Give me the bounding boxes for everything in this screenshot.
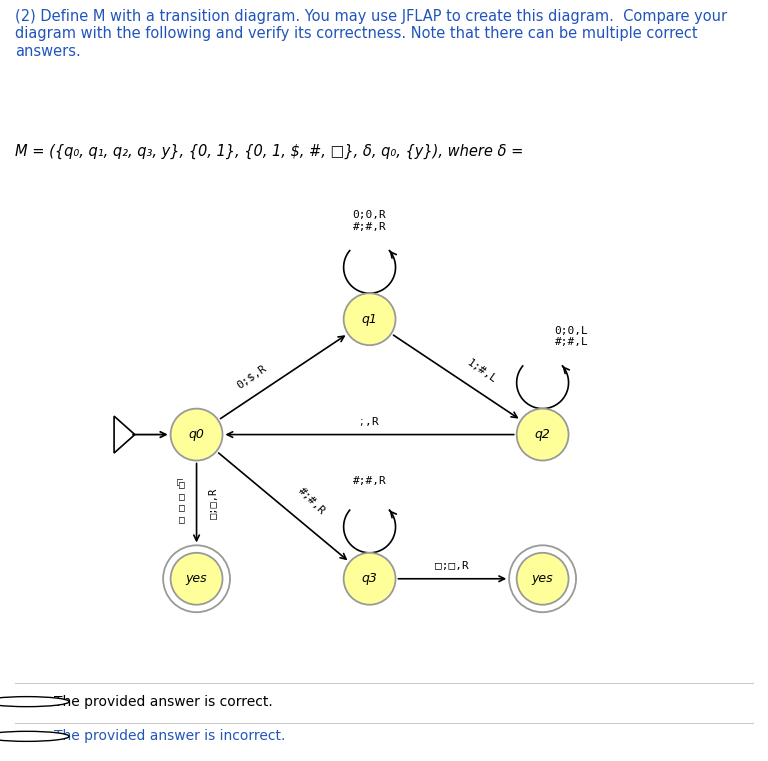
Text: The provided answer is correct.: The provided answer is correct. bbox=[54, 695, 273, 708]
Circle shape bbox=[517, 552, 568, 605]
Text: #;#,R: #;#,R bbox=[296, 486, 327, 517]
Text: 0;$,R: 0;$,R bbox=[235, 363, 268, 390]
Text: #;#,R: #;#,R bbox=[353, 476, 386, 486]
Text: q1: q1 bbox=[362, 313, 378, 326]
Circle shape bbox=[0, 696, 69, 707]
Text: □
□
□
□: □ □ □ □ bbox=[179, 480, 185, 525]
Text: M = ({q₀, q₁, q₂, q₃, y}, {0, 1}, {0, 1, $, #, □}, δ, q₀, {y}), where δ =: M = ({q₀, q₁, q₂, q₃, y}, {0, 1}, {0, 1,… bbox=[15, 144, 524, 159]
Text: q2: q2 bbox=[535, 428, 551, 441]
Circle shape bbox=[343, 293, 396, 345]
Text: □: □ bbox=[177, 478, 184, 488]
Text: yes: yes bbox=[531, 572, 554, 585]
Text: q3: q3 bbox=[362, 572, 378, 585]
Text: 0;0,L
#;#,L: 0;0,L #;#,L bbox=[554, 326, 588, 347]
Text: $;$,R: $;$,R bbox=[359, 416, 380, 428]
Circle shape bbox=[0, 731, 69, 741]
Circle shape bbox=[170, 552, 223, 605]
Circle shape bbox=[509, 546, 576, 612]
Text: The provided answer is incorrect.: The provided answer is incorrect. bbox=[54, 729, 285, 743]
Text: yes: yes bbox=[186, 572, 207, 585]
Circle shape bbox=[343, 552, 396, 605]
Text: □;□,R: □;□,R bbox=[209, 487, 219, 518]
Text: □;□,R: □;□,R bbox=[435, 561, 469, 571]
Text: (2) Define M with a transition diagram. You may use JFLAP to create this diagram: (2) Define M with a transition diagram. … bbox=[15, 8, 727, 59]
Circle shape bbox=[517, 409, 568, 460]
Circle shape bbox=[170, 409, 223, 460]
Circle shape bbox=[163, 546, 230, 612]
Text: 0;0,R
#;#,R: 0;0,R #;#,R bbox=[353, 210, 386, 232]
Text: q0: q0 bbox=[189, 428, 204, 441]
Text: 1;#,L: 1;#,L bbox=[465, 358, 498, 385]
